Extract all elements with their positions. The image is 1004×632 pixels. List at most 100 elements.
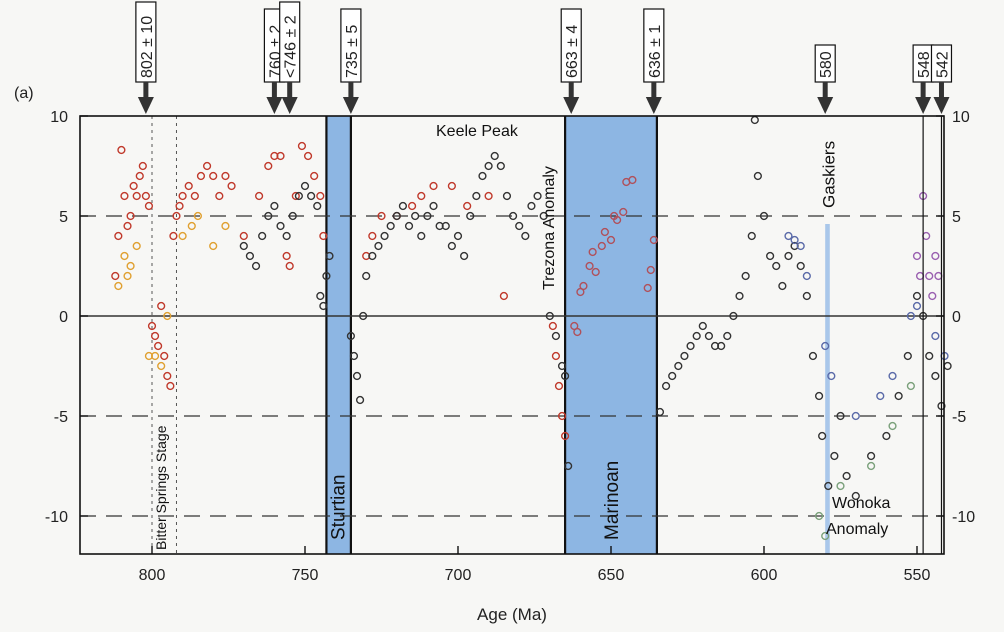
data-point	[132, 241, 141, 251]
data-point	[888, 421, 897, 431]
data-point	[560, 371, 570, 381]
x-tick-label: 700	[445, 567, 472, 584]
data-point	[120, 251, 129, 261]
age-marker-label: 636 ± 1	[647, 25, 664, 78]
data-point	[698, 321, 707, 331]
data-point	[600, 227, 609, 237]
data-point	[138, 161, 147, 171]
data-point	[172, 211, 181, 221]
data-point	[359, 311, 368, 321]
data-point	[735, 291, 744, 301]
data-point	[661, 381, 671, 391]
data-point	[163, 311, 172, 321]
data-point	[585, 261, 594, 271]
x-tick-label: 550	[904, 567, 931, 584]
wonoka-label: Wonoka	[832, 495, 891, 512]
y-tick-label-right: -5	[952, 409, 966, 426]
data-point	[423, 211, 432, 221]
data-point	[564, 461, 573, 471]
y-tick-label-left: 10	[50, 109, 68, 126]
data-point	[484, 161, 493, 171]
annotations: Sturtian Marinoan Gaskiers Bitter Springs S…	[153, 123, 890, 550]
data-point	[723, 331, 732, 341]
data-point	[766, 251, 775, 261]
data-point	[502, 191, 512, 201]
data-point	[307, 191, 316, 201]
data-point	[175, 201, 184, 211]
data-point	[591, 267, 600, 277]
data-point	[362, 271, 371, 281]
data-point	[135, 171, 144, 181]
data-point	[747, 231, 756, 241]
data-point	[851, 411, 860, 421]
data-point	[313, 201, 322, 211]
y-tick-label-right: -10	[952, 509, 975, 526]
data-point	[417, 231, 426, 241]
data-point	[836, 411, 845, 421]
data-point	[453, 231, 463, 241]
data-point	[821, 531, 830, 541]
data-point	[190, 191, 199, 201]
data-point	[117, 145, 126, 155]
data-point	[408, 201, 417, 211]
data-point	[882, 431, 891, 441]
data-point	[264, 211, 273, 221]
glaciation-bands	[325, 116, 830, 554]
data-point	[588, 247, 597, 257]
data-point	[239, 241, 248, 251]
plot-border	[79, 115, 945, 555]
data-point	[245, 251, 255, 261]
data-point	[157, 361, 166, 371]
data-point	[251, 261, 261, 271]
data-point	[499, 291, 509, 301]
data-point	[888, 371, 897, 381]
data-point	[796, 261, 805, 271]
data-point	[912, 301, 922, 311]
data-point	[557, 411, 567, 421]
data-point	[557, 361, 567, 371]
data-point	[912, 251, 922, 261]
data-point	[928, 291, 937, 301]
data-point	[196, 171, 206, 181]
data-point	[114, 231, 123, 241]
data-point	[628, 175, 637, 185]
data-point	[202, 161, 212, 171]
age-marker: 663 ± 4	[560, 8, 582, 114]
data-point	[478, 171, 487, 181]
data-point	[680, 351, 689, 361]
data-point	[114, 281, 123, 291]
data-point	[429, 181, 438, 191]
age-marker-arrow-head	[342, 97, 359, 114]
data-point	[560, 431, 570, 441]
data-point	[258, 231, 267, 241]
age-marker-arrow-head	[266, 97, 283, 114]
age-marker: 636 ± 1	[643, 8, 665, 114]
age-marker: 802 ± 10	[135, 1, 157, 114]
data-point	[291, 191, 300, 201]
data-point	[655, 407, 665, 417]
data-point	[276, 221, 285, 231]
x-tick-label: 800	[139, 567, 166, 584]
y-tick-label-left: 0	[59, 309, 68, 326]
data-point	[539, 211, 548, 221]
data-point	[753, 171, 762, 181]
data-point	[178, 231, 187, 241]
data-point	[619, 207, 628, 217]
data-point	[551, 351, 561, 361]
data-point	[374, 241, 383, 251]
data-point	[548, 321, 557, 331]
data-point	[132, 191, 141, 201]
data-point	[355, 395, 365, 405]
data-point	[866, 451, 876, 461]
data-point	[778, 281, 787, 291]
x-axis-title: Age (Ma)	[477, 605, 547, 624]
y-tick-label-right: 10	[952, 109, 970, 126]
data-point	[111, 271, 120, 281]
y-tick-label-right: 0	[952, 309, 961, 326]
data-point	[729, 311, 738, 321]
data-point	[922, 231, 931, 241]
data-point	[319, 301, 328, 311]
data-point	[126, 211, 135, 221]
